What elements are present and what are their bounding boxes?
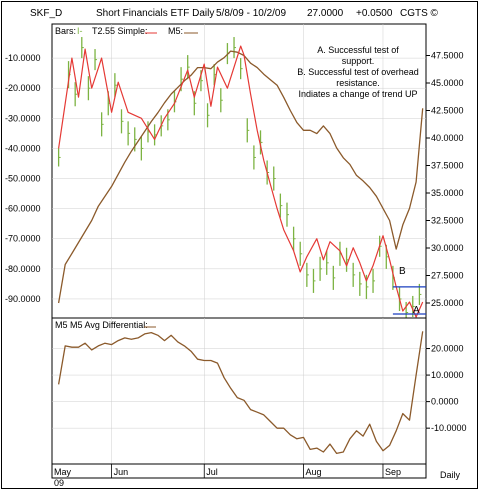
right-tick-label: 47.5000 — [431, 51, 464, 61]
lower-right-axis: 20.0000 10.0000 0.0000 -10.0000 — [426, 344, 467, 433]
upper-grid — [52, 24, 426, 318]
header-symbol: SKF_D — [30, 8, 62, 19]
m5-line — [57, 50, 424, 304]
x-tick-label: May — [54, 467, 72, 477]
note-line-1: A. Successful test of — [317, 45, 399, 55]
left-tick-label: -90.0000 — [5, 294, 41, 304]
differential-line — [57, 331, 424, 455]
left-tick-label: -10.0000 — [5, 53, 41, 63]
upper-panel: -10.0000 -20.0000 -30.0000 -40.0000 -50.0000… — [5, 23, 464, 324]
legend-bars-label: Bars: — [55, 26, 76, 36]
support-resistance-lines — [392, 286, 426, 315]
header-copyright: CGTS © — [400, 8, 439, 19]
right-tick-label: 40.0000 — [431, 133, 464, 143]
x-axis-year: 09 — [54, 478, 64, 488]
lower-tick-label: 10.0000 — [431, 370, 464, 380]
interval-label: Daily — [440, 470, 461, 480]
right-tick-label: 45.0000 — [431, 78, 464, 88]
note-line-4: resistance. — [336, 78, 380, 88]
left-tick-label: -70.0000 — [5, 234, 41, 244]
x-tick-label: Jun — [114, 467, 129, 477]
header-change: +0.0500 — [356, 8, 393, 19]
right-tick-label: 42.5000 — [431, 106, 464, 116]
x-tick-label: Aug — [306, 467, 322, 477]
lower-tick-label: -10.0000 — [431, 423, 467, 433]
right-tick-label: 25.0000 — [431, 298, 464, 308]
differential-series-line — [57, 331, 424, 455]
x-axis-labels: May Jun Jul Aug Sep — [51, 464, 401, 478]
right-tick-label: 37.5000 — [431, 161, 464, 171]
lower-tick-label: 20.0000 — [431, 344, 464, 354]
right-tick-label: 30.0000 — [431, 243, 464, 253]
m5-series-line — [57, 50, 424, 304]
left-tick-label: -50.0000 — [5, 174, 41, 184]
legend-t255-label: T2.55 Simple: — [92, 26, 148, 36]
header-title: Short Financials ETF Daily — [96, 8, 214, 19]
price-bars — [57, 37, 422, 324]
lower-panel: 20.0000 10.0000 0.0000 -10.0000 M5 M5 Avg D… — [51, 317, 467, 465]
legend-bars-glyph: I- — [77, 26, 83, 36]
lower-panel-title: M5 M5 Avg Differential: — [55, 320, 148, 330]
lower-tick-label: 0.0000 — [431, 397, 459, 407]
marker-a: A — [413, 305, 420, 316]
annotation-notes: A. Successful test of support. B. Succes… — [297, 45, 419, 99]
lower-grid — [52, 318, 426, 464]
right-tick-label: 35.0000 — [431, 188, 464, 198]
upper-left-axis: -10.0000 -20.0000 -30.0000 -40.0000 -50.0000… — [5, 53, 41, 304]
marker-b: B — [399, 266, 406, 277]
note-line-3: B. Successful test of overhead — [297, 67, 419, 77]
x-axis: May Jun Jul Aug Sep 09 — [51, 463, 427, 488]
x-tick-label: Sep — [385, 467, 401, 477]
header-range: 5/8/09 - 10/2/09 — [216, 8, 286, 19]
note-line-5: Indiates a change of trend UP — [298, 89, 417, 99]
lower-panel-frame — [51, 317, 427, 465]
left-tick-label: -40.0000 — [5, 143, 41, 153]
note-line-2: support. — [342, 56, 375, 66]
left-tick-label: -80.0000 — [5, 264, 41, 274]
upper-right-axis: 47.5000 45.0000 42.5000 40.0000 37.5000 35.00… — [426, 51, 464, 308]
right-tick-label: 27.5000 — [431, 271, 464, 281]
header-last: 27.0000 — [307, 8, 344, 19]
trend-line — [58, 45, 424, 318]
right-tick-label: 32.5000 — [431, 216, 464, 226]
legend-m5-label: M5: — [168, 26, 183, 36]
left-tick-label: -60.0000 — [5, 204, 41, 214]
x-axis-frame — [51, 463, 427, 479]
left-tick-label: -30.0000 — [5, 113, 41, 123]
left-tick-label: -20.0000 — [5, 83, 41, 93]
x-tick-label: Jul — [206, 467, 218, 477]
trend-series-line — [58, 45, 424, 318]
